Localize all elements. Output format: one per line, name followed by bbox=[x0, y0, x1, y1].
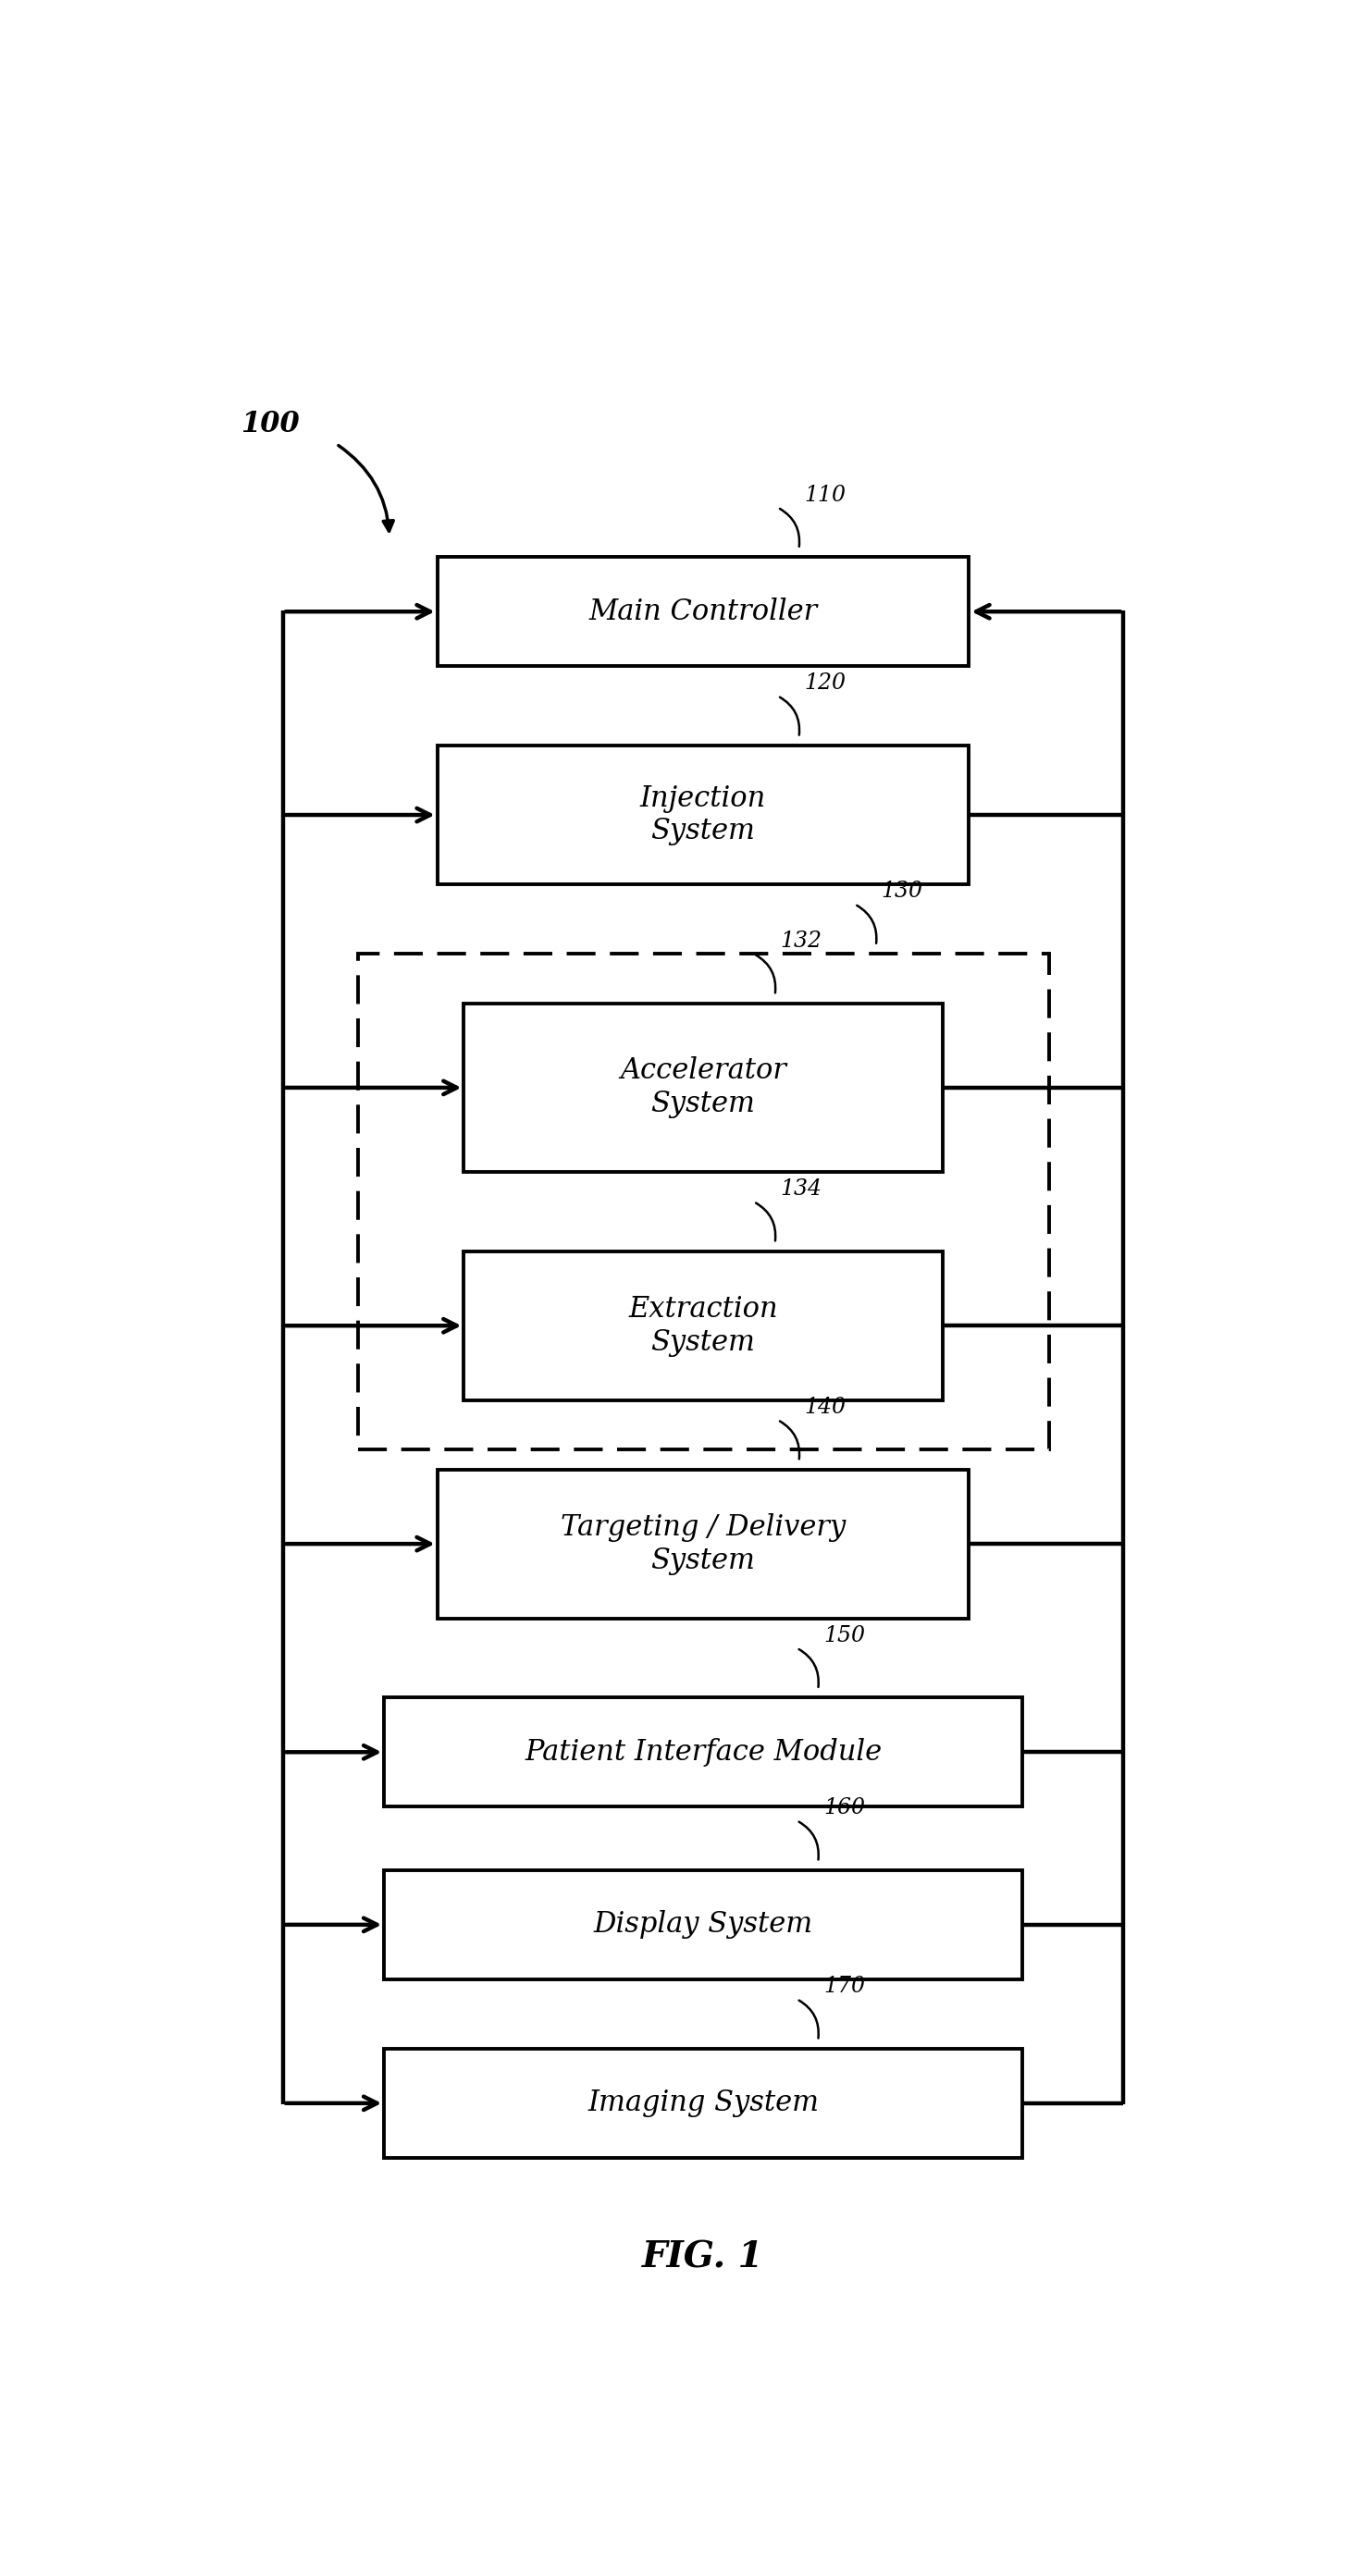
Bar bbox=[464, 1252, 943, 1399]
Bar bbox=[438, 556, 969, 667]
Text: Imaging System: Imaging System bbox=[587, 2089, 819, 2117]
Text: 132: 132 bbox=[781, 930, 822, 951]
FancyArrowPatch shape bbox=[339, 446, 394, 531]
Text: 150: 150 bbox=[823, 1625, 864, 1646]
Bar bbox=[464, 1005, 943, 1172]
Text: 170: 170 bbox=[823, 1976, 864, 1996]
Text: Injection
System: Injection System bbox=[641, 783, 766, 845]
Text: 120: 120 bbox=[804, 672, 845, 693]
Bar bbox=[384, 2048, 1022, 2159]
Text: Display System: Display System bbox=[594, 1911, 812, 1940]
Bar bbox=[384, 1698, 1022, 1806]
Text: Main Controller: Main Controller bbox=[589, 598, 818, 626]
Bar bbox=[384, 1870, 1022, 1978]
Text: FIG. 1: FIG. 1 bbox=[642, 2239, 764, 2275]
Text: Targeting / Delivery
System: Targeting / Delivery System bbox=[561, 1512, 845, 1574]
Bar bbox=[438, 1468, 969, 1618]
Text: Patient Interface Module: Patient Interface Module bbox=[524, 1739, 882, 1767]
Bar bbox=[358, 953, 1048, 1450]
Text: Extraction
System: Extraction System bbox=[628, 1296, 778, 1358]
Text: 110: 110 bbox=[804, 484, 845, 505]
Text: Accelerator
System: Accelerator System bbox=[620, 1056, 786, 1118]
Text: 140: 140 bbox=[804, 1396, 845, 1417]
Bar bbox=[438, 744, 969, 884]
Text: 100: 100 bbox=[240, 410, 299, 438]
Text: 134: 134 bbox=[781, 1177, 822, 1200]
Text: 160: 160 bbox=[823, 1798, 864, 1819]
Text: 130: 130 bbox=[881, 881, 923, 902]
